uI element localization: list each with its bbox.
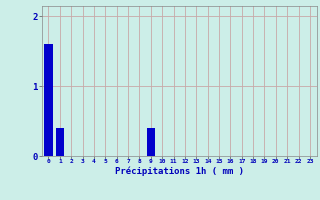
Bar <box>147 128 155 156</box>
X-axis label: Précipitations 1h ( mm ): Précipitations 1h ( mm ) <box>115 167 244 176</box>
Bar <box>44 44 53 156</box>
Bar <box>56 128 64 156</box>
